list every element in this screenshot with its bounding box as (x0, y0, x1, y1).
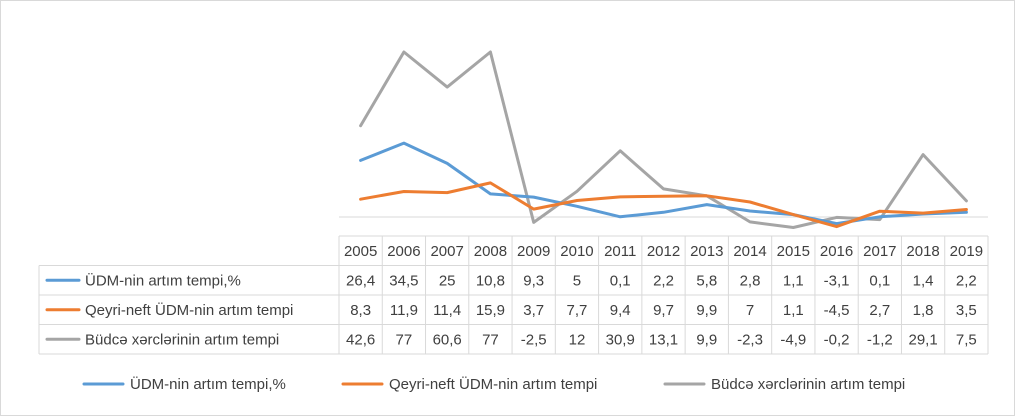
data-label: 10,8 (476, 272, 505, 289)
table-series-label: ÜDM-nin artım tempi,% (85, 271, 241, 289)
data-label: 7,5 (956, 331, 977, 348)
data-label: 5 (573, 272, 581, 289)
data-label: 30,9 (606, 331, 635, 348)
data-label: 9,9 (696, 302, 717, 319)
data-label: 2,2 (956, 272, 977, 289)
data-label: 1,1 (783, 302, 804, 319)
data-label: 42,6 (346, 331, 375, 348)
data-label: 2,7 (869, 302, 890, 319)
data-label: 8,3 (350, 302, 371, 319)
x-tick-label: 2011 (604, 243, 636, 260)
x-tick-label: 2016 (820, 243, 853, 260)
series-line-2 (359, 181, 968, 229)
x-tick-label: 2019 (950, 243, 983, 260)
data-label: 5,8 (696, 272, 717, 289)
data-label: 11,9 (390, 302, 418, 319)
data-label: -2,3 (737, 331, 763, 348)
data-label: -4,5 (824, 302, 850, 319)
data-label: 12 (569, 331, 586, 348)
x-tick-label: 2006 (387, 243, 420, 260)
data-label: 0,1 (610, 272, 631, 289)
table-series-label: Büdcə xərclərinin artım tempi (85, 331, 279, 348)
x-tick-label: 2012 (647, 243, 680, 260)
legend-entry-label: Qeyri-neft ÜDM-nin artım tempi (389, 375, 597, 393)
data-label: -1,2 (867, 331, 893, 348)
data-label: 9,4 (610, 302, 631, 319)
data-label: 13,1 (649, 331, 678, 348)
data-label: 60,6 (433, 331, 462, 348)
x-tick-label: 2018 (906, 243, 939, 260)
x-tick-label: 2015 (777, 243, 810, 260)
plot-area (339, 50, 988, 229)
legend-entry-label: ÜDM-nin artım tempi,% (130, 375, 286, 393)
data-label: 29,1 (908, 331, 937, 348)
series-line-1 (359, 141, 968, 226)
data-table: 2005 2006 2007 2008 2009 2010 2011 2012 2013 2014… (38, 235, 989, 355)
x-tick-label: 2013 (690, 243, 723, 260)
x-tick-label: 2007 (430, 243, 463, 260)
data-label: 2,2 (653, 272, 674, 289)
data-label: 1,4 (913, 272, 934, 289)
data-label: 0,1 (869, 272, 890, 289)
x-tick-label: 2014 (733, 243, 766, 260)
data-label: 7 (746, 302, 754, 319)
data-label: 1,8 (913, 302, 934, 319)
legend-entry-label: Büdcə xərclərinin artım tempi (711, 376, 905, 393)
data-label: 26,4 (346, 272, 375, 289)
data-label: -2,5 (521, 331, 547, 348)
data-label: 77 (396, 331, 413, 348)
data-label: 34,5 (389, 272, 418, 289)
data-label: 9,9 (696, 331, 717, 348)
data-label: 11,4 (433, 302, 461, 319)
data-label: -0,2 (824, 331, 850, 348)
data-label: 3,7 (523, 302, 544, 319)
series-line-3 (359, 50, 968, 229)
table-series-label: Qeyri-neft ÜDM-nin artım tempi (85, 301, 293, 319)
data-label: 9,3 (523, 272, 544, 289)
data-label: 77 (482, 331, 499, 348)
data-label: 2,8 (740, 272, 761, 289)
data-label: -4,9 (780, 331, 806, 348)
data-label: 25 (439, 272, 456, 289)
data-label: 1,1 (783, 272, 804, 289)
x-tick-label: 2009 (517, 243, 550, 260)
data-label: 15,9 (476, 302, 505, 319)
data-label: 9,7 (653, 302, 674, 319)
x-tick-label: 2005 (344, 243, 377, 260)
data-label: 3,5 (956, 302, 977, 319)
x-tick-label: 2008 (474, 243, 507, 260)
x-tick-label: 2010 (560, 243, 593, 260)
x-tick-label: 2017 (863, 243, 896, 260)
legend: ÜDM-nin artım tempi,% Qeyri-neft ÜDM-nin … (82, 375, 905, 393)
data-label: 7,7 (567, 302, 588, 319)
data-label: -3,1 (824, 272, 850, 289)
